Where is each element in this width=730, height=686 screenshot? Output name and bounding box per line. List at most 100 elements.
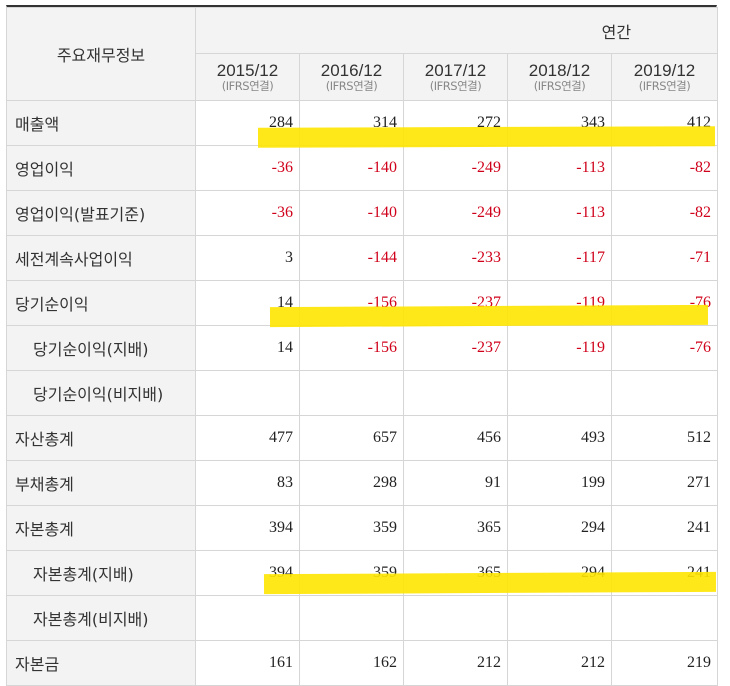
table-row: 당기순이익 14 -156 -237 -119 -76	[6, 280, 719, 326]
value-cell: -237	[403, 280, 508, 326]
header-year-2: 2017/12 (IFRS연결)	[403, 53, 508, 101]
value-cell: 394	[195, 505, 300, 551]
year-basis: (IFRS연결)	[325, 78, 378, 93]
value-cell: -76	[610, 280, 719, 326]
value-cell	[403, 595, 508, 641]
row-label: 세전계속사업이익	[6, 235, 196, 281]
value-cell: 359	[299, 550, 404, 596]
row-label: 자산총계	[6, 415, 196, 461]
table-row: 영업이익 -36 -140 -249 -113 -82	[6, 145, 719, 191]
year-label: 2019/12	[633, 61, 696, 81]
row-label: 자본금	[6, 640, 196, 686]
value-cell	[195, 595, 300, 641]
table-row: 자본총계(비지배)	[6, 595, 719, 641]
table-row: 세전계속사업이익 3 -144 -233 -117 -71	[6, 235, 719, 281]
row-label: 영업이익	[6, 145, 196, 191]
value-cell: 365	[403, 505, 508, 551]
header-period-group: 연간	[194, 7, 719, 54]
value-cell: 162	[299, 640, 404, 686]
value-cell: 394	[195, 550, 300, 596]
table-row: 자본총계(지배) 394 359 365 294 241	[6, 550, 719, 596]
value-cell: 493	[507, 415, 612, 461]
value-cell: 91	[403, 460, 508, 506]
row-label: 당기순이익(비지배)	[6, 370, 196, 416]
header-year-0: 2015/12 (IFRS연결)	[195, 53, 300, 101]
year-basis: (IFRS연결)	[533, 78, 586, 93]
value-cell: -113	[507, 190, 612, 236]
value-cell: 294	[507, 505, 612, 551]
value-cell	[610, 595, 719, 641]
value-cell: -82	[610, 145, 719, 191]
value-cell: 477	[195, 415, 300, 461]
year-label: 2018/12	[528, 61, 591, 81]
year-basis: (IFRS연결)	[221, 78, 274, 93]
value-cell: -119	[507, 325, 612, 371]
value-cell: 365	[403, 550, 508, 596]
value-cell: -144	[299, 235, 404, 281]
year-label: 2015/12	[216, 61, 279, 81]
value-cell: 512	[610, 415, 719, 461]
value-cell: 456	[403, 415, 508, 461]
value-cell: -233	[403, 235, 508, 281]
value-cell: 212	[507, 640, 612, 686]
value-cell: -140	[299, 145, 404, 191]
value-cell: -249	[403, 145, 508, 191]
value-cell: 212	[403, 640, 508, 686]
value-cell: -71	[610, 235, 719, 281]
header-year-4: 2019/12 (IFRS연결)	[610, 53, 719, 101]
value-cell: -36	[195, 145, 300, 191]
row-label: 매출액	[6, 100, 196, 146]
value-cell: 412	[610, 100, 719, 146]
table-row: 매출액 284 314 272 343 412	[6, 100, 719, 146]
table-row: 부채총계 83 298 91 199 271	[6, 460, 719, 506]
table-row: 자본금 161 162 212 212 219	[6, 640, 719, 686]
value-cell: -113	[507, 145, 612, 191]
table-row: 당기순이익(지배) 14 -156 -237 -119 -76	[6, 325, 719, 371]
value-cell: -156	[299, 280, 404, 326]
value-cell	[299, 370, 404, 416]
value-cell: 284	[195, 100, 300, 146]
value-cell: 272	[403, 100, 508, 146]
row-label: 영업이익(발표기준)	[6, 190, 196, 236]
year-basis: (IFRS연결)	[638, 78, 691, 93]
value-cell: -140	[299, 190, 404, 236]
table-row: 자본총계 394 359 365 294 241	[6, 505, 719, 551]
value-cell: 271	[610, 460, 719, 506]
row-label: 자본총계(비지배)	[6, 595, 196, 641]
header-year-1: 2016/12 (IFRS연결)	[299, 53, 404, 101]
value-cell: 359	[299, 505, 404, 551]
value-cell: -249	[403, 190, 508, 236]
value-cell: 199	[507, 460, 612, 506]
row-label: 자본총계	[6, 505, 196, 551]
table-row: 자산총계 477 657 456 493 512	[6, 415, 719, 461]
value-cell: 14	[195, 280, 300, 326]
row-label: 부채총계	[6, 460, 196, 506]
value-cell	[299, 595, 404, 641]
value-cell: 298	[299, 460, 404, 506]
value-cell: 219	[610, 640, 719, 686]
value-cell: 241	[610, 505, 719, 551]
value-cell: -117	[507, 235, 612, 281]
year-label: 2017/12	[424, 61, 487, 81]
value-cell: 14	[195, 325, 300, 371]
value-cell: -82	[610, 190, 719, 236]
row-label: 당기순이익(지배)	[6, 325, 196, 371]
row-label: 자본총계(지배)	[6, 550, 196, 596]
value-cell: -156	[299, 325, 404, 371]
value-cell: 294	[507, 550, 612, 596]
table-row: 영업이익(발표기준) -36 -140 -249 -113 -82	[6, 190, 719, 236]
value-cell: 3	[195, 235, 300, 281]
year-label: 2016/12	[320, 61, 383, 81]
header-title: 주요재무정보	[6, 7, 196, 101]
value-cell	[610, 370, 719, 416]
value-cell: -36	[195, 190, 300, 236]
value-cell	[507, 370, 612, 416]
value-cell: 83	[195, 460, 300, 506]
year-basis: (IFRS연결)	[429, 78, 482, 93]
value-cell: -76	[610, 325, 719, 371]
value-cell: -119	[507, 280, 612, 326]
value-cell: 161	[195, 640, 300, 686]
value-cell: 343	[507, 100, 612, 146]
value-cell: 241	[610, 550, 719, 596]
header-year-3: 2018/12 (IFRS연결)	[507, 53, 612, 101]
